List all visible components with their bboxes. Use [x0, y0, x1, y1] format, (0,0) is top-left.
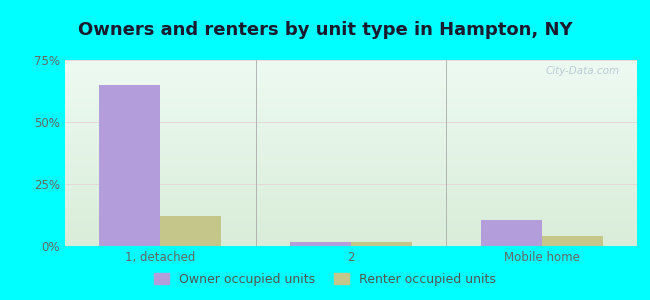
- Legend: Owner occupied units, Renter occupied units: Owner occupied units, Renter occupied un…: [149, 268, 501, 291]
- Bar: [290, 242, 351, 246]
- Bar: [351, 242, 412, 246]
- Bar: [161, 216, 222, 246]
- Bar: [541, 236, 603, 246]
- Bar: [480, 220, 541, 246]
- Text: Owners and renters by unit type in Hampton, NY: Owners and renters by unit type in Hampt…: [78, 21, 572, 39]
- Bar: [99, 85, 161, 246]
- Text: City-Data.com: City-Data.com: [546, 66, 620, 76]
